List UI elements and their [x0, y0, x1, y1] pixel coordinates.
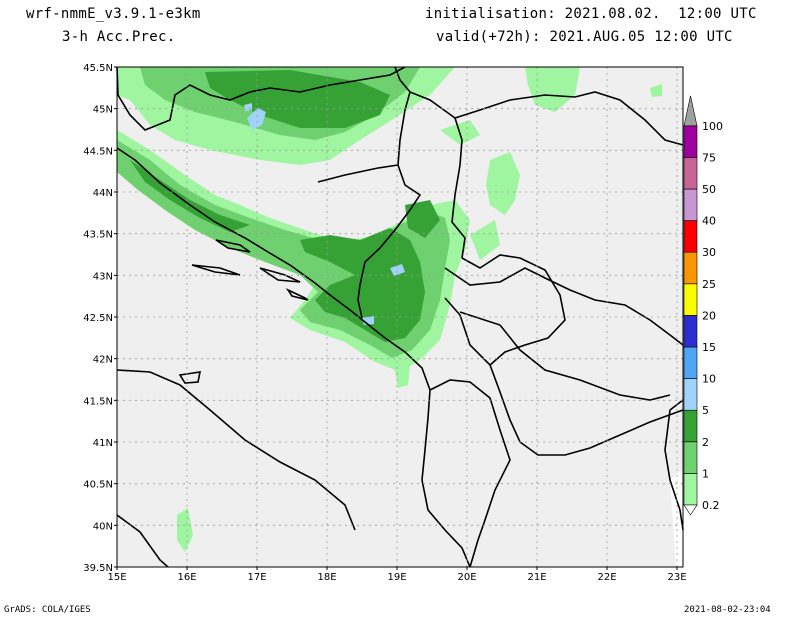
legend-label: 15	[702, 341, 716, 354]
init-time: initialisation: 2021.08.02. 12:00 UTC	[425, 6, 757, 22]
legend-label: 50	[702, 183, 716, 196]
model-title: wrf-nmmE_v3.9.1-e3km	[26, 6, 201, 22]
precip-heavy	[130, 70, 440, 342]
field-title: 3-h Acc.Prec.	[62, 29, 176, 45]
lat-tick-label: 41N	[93, 438, 113, 449]
valid-time: valid(+72h): 2021.AUG.05 12:00 UTC	[436, 29, 733, 45]
map-edge-water	[670, 470, 683, 567]
legend-label: 0.2	[702, 499, 720, 512]
lon-tick-labels: 15E 16E 17E 18E 19E 20E 21E 22E 23E	[107, 567, 687, 583]
lon-tick-label: 17E	[247, 572, 266, 583]
lat-tick-label: 39.5N	[83, 563, 113, 574]
legend-swatch	[683, 315, 698, 348]
legend-label: 2	[702, 436, 709, 449]
lat-tick-labels: 45.5N 45N 44.5N 44N 43.5N 43N 42.5N 42N 41.5N 41N…	[83, 63, 117, 574]
legend-label: 75	[702, 151, 716, 164]
legend-swatch	[683, 346, 698, 379]
lon-tick-label: 15E	[107, 572, 126, 583]
legend-low-end	[683, 504, 698, 516]
legend-swatch	[683, 157, 698, 190]
lat-tick-label: 40N	[93, 521, 113, 532]
legend-label: 1	[702, 467, 709, 480]
lat-tick-label: 43.5N	[83, 230, 113, 241]
legend-swatch	[683, 283, 698, 316]
legend-label: 30	[702, 246, 716, 259]
legend-swatch	[683, 95, 698, 127]
precip-lakes	[244, 103, 405, 325]
lat-tick-label: 41.5N	[83, 396, 113, 407]
legend-label: 20	[702, 309, 716, 322]
legend-label: 100	[702, 120, 723, 133]
legend-swatch	[683, 220, 698, 253]
lat-tick-label: 42.5N	[83, 313, 113, 324]
lon-tick-label: 22E	[597, 572, 616, 583]
lat-tick-label: 44.5N	[83, 146, 113, 157]
legend-label: 25	[702, 278, 716, 291]
lat-tick-label: 42N	[93, 355, 113, 366]
lat-tick-label: 45N	[93, 105, 113, 116]
legend-swatch	[683, 188, 698, 221]
legend-swatch	[683, 125, 698, 158]
lon-tick-label: 23E	[667, 572, 686, 583]
footer-credit: GrADS: COLA/IGES	[4, 605, 91, 615]
lon-tick-label: 18E	[317, 572, 336, 583]
lon-tick-label: 20E	[457, 572, 476, 583]
lon-tick-label: 16E	[177, 572, 196, 583]
legend-label: 5	[702, 404, 709, 417]
legend-label: 10	[702, 373, 716, 386]
lat-tick-label: 43N	[93, 271, 113, 282]
legend-swatch	[683, 251, 698, 285]
lon-tick-label: 21E	[527, 572, 546, 583]
legend-swatch	[683, 441, 698, 474]
lon-tick-label: 19E	[387, 572, 406, 583]
legend-swatch	[683, 409, 698, 443]
footer-timestamp: 2021-08-02-23:04	[684, 605, 771, 615]
lat-tick-label: 45.5N	[83, 63, 113, 74]
lat-tick-label: 44N	[93, 188, 113, 199]
lat-gridlines	[117, 108, 683, 526]
lat-tick-label: 40.5N	[83, 480, 113, 491]
legend-label: 40	[702, 215, 716, 228]
legend-swatch	[683, 473, 698, 506]
legend-swatch	[683, 378, 698, 411]
